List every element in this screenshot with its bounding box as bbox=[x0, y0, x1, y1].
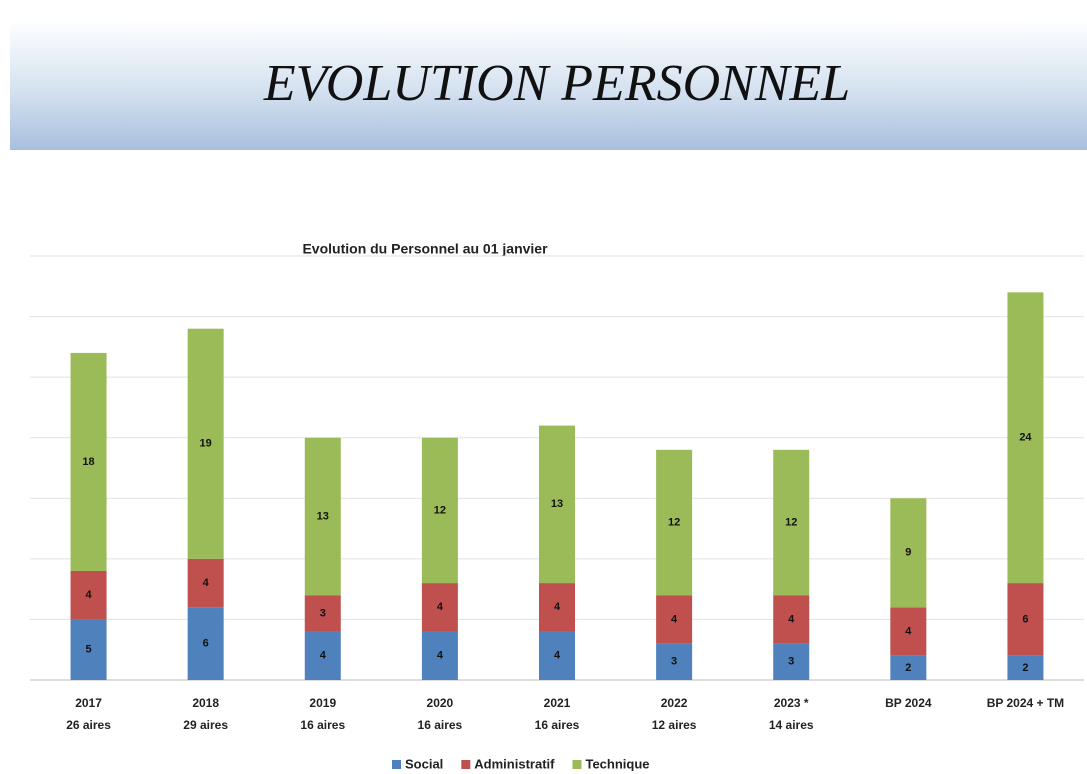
bar-segment bbox=[890, 607, 927, 656]
value-label: 4 bbox=[905, 625, 912, 637]
bar-segment bbox=[539, 631, 575, 680]
bar-segment bbox=[656, 595, 693, 644]
value-label: 9 bbox=[905, 547, 911, 559]
bar-segment bbox=[187, 328, 224, 559]
x-tick-label: 16 aires bbox=[418, 718, 463, 732]
bar-segment bbox=[421, 631, 458, 680]
bar-segment bbox=[187, 607, 224, 680]
x-tick-label: 16 aires bbox=[300, 718, 345, 732]
x-tick-label: 14 aires bbox=[769, 718, 814, 732]
value-label: 3 bbox=[788, 656, 794, 668]
value-label: 24 bbox=[1019, 432, 1032, 444]
value-label: 13 bbox=[317, 510, 329, 522]
x-tick-label: BP 2024 bbox=[885, 696, 932, 710]
x-tick-label: 2021 bbox=[544, 696, 571, 710]
bar-segment bbox=[70, 619, 107, 680]
value-label: 5 bbox=[85, 644, 91, 656]
value-label: 3 bbox=[671, 656, 677, 668]
x-tick-label: 26 aires bbox=[66, 718, 111, 732]
x-tick-label: 2020 bbox=[427, 696, 454, 710]
x-tick-label: 29 aires bbox=[183, 718, 228, 732]
bar-segment bbox=[304, 437, 341, 596]
value-label: 4 bbox=[437, 650, 444, 662]
value-label: 12 bbox=[434, 504, 446, 516]
x-tick-label: 2018 bbox=[192, 696, 219, 710]
bar-segment bbox=[773, 595, 810, 644]
bar-segment bbox=[890, 498, 927, 608]
bar-segment bbox=[70, 570, 107, 620]
value-label: 4 bbox=[554, 650, 561, 662]
value-label: 19 bbox=[200, 438, 212, 450]
bar-segment bbox=[539, 583, 575, 632]
header-banner bbox=[10, 20, 1087, 150]
value-label: 18 bbox=[82, 456, 94, 468]
bar-segment bbox=[187, 558, 224, 608]
chart-title: Evolution du Personnel au 01 janvier bbox=[302, 241, 548, 257]
value-label: 2 bbox=[905, 662, 911, 674]
bar-segment bbox=[890, 655, 927, 680]
value-label: 4 bbox=[85, 589, 92, 601]
legend-label: Social bbox=[405, 756, 443, 771]
value-label: 2 bbox=[1022, 662, 1028, 674]
bar-segment bbox=[773, 449, 810, 596]
value-label: 13 bbox=[551, 498, 563, 510]
bar-segment bbox=[421, 583, 458, 632]
bar-segment bbox=[656, 643, 693, 680]
bar-segment bbox=[304, 595, 341, 632]
bar-segment bbox=[1007, 292, 1044, 584]
x-tick-label: 16 aires bbox=[535, 718, 580, 732]
value-label: 4 bbox=[788, 613, 795, 625]
bar-segment bbox=[1007, 655, 1044, 680]
bar-segment bbox=[773, 643, 810, 680]
x-tick-label: BP 2024 + TM bbox=[987, 696, 1064, 710]
value-label: 4 bbox=[437, 601, 444, 613]
bar-segment bbox=[539, 425, 575, 584]
slide-title: EVOLUTION PERSONNEL bbox=[263, 55, 850, 112]
x-tick-label: 2022 bbox=[661, 696, 688, 710]
x-tick-label: 2023 * bbox=[774, 696, 809, 710]
bar-segment bbox=[70, 352, 107, 571]
legend-swatch bbox=[392, 760, 401, 769]
value-label: 4 bbox=[320, 650, 327, 662]
value-label: 4 bbox=[671, 613, 678, 625]
bar-segment bbox=[304, 631, 341, 680]
value-label: 4 bbox=[554, 601, 561, 613]
value-label: 3 bbox=[320, 607, 326, 619]
x-tick-label: 2019 bbox=[309, 696, 336, 710]
legend-swatch bbox=[572, 760, 582, 769]
legend-label: Technique bbox=[585, 756, 649, 771]
value-label: 6 bbox=[1022, 613, 1028, 625]
bar-segment bbox=[656, 449, 693, 596]
bar-segment bbox=[1007, 583, 1044, 656]
value-label: 6 bbox=[203, 638, 209, 650]
x-tick-label: 12 aires bbox=[652, 718, 697, 732]
legend-label: Administratif bbox=[474, 756, 555, 771]
value-label: 4 bbox=[203, 577, 210, 589]
value-label: 12 bbox=[668, 516, 680, 528]
legend-swatch bbox=[461, 760, 471, 769]
value-label: 12 bbox=[785, 516, 797, 528]
bar-segment bbox=[421, 437, 458, 584]
x-tick-label: 2017 bbox=[75, 696, 102, 710]
